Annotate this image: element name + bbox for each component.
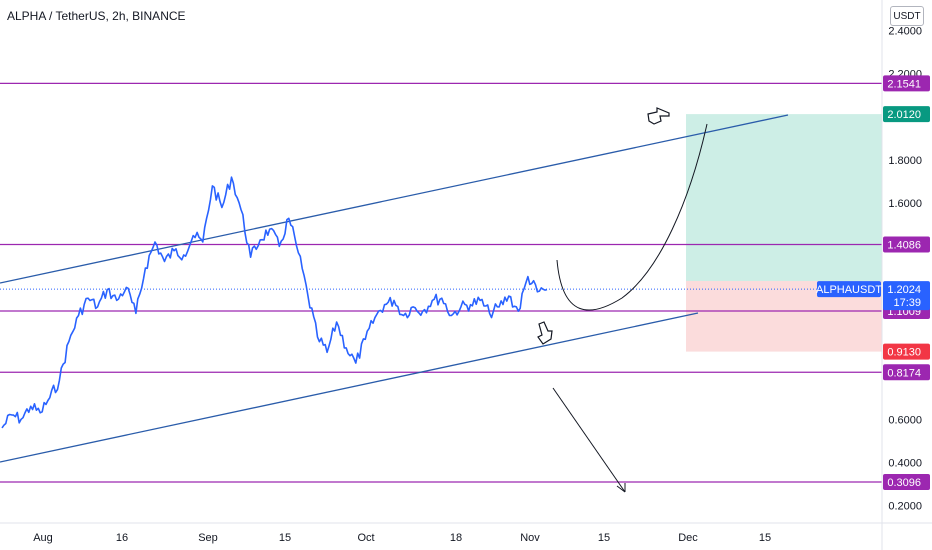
trend-channel — [0, 114, 789, 463]
y-tick-label: 2.4000 — [888, 25, 922, 37]
level-badge-1-label: 1.4086 — [887, 240, 921, 252]
bearish-projection-arrow — [552, 387, 626, 493]
bullish-projection-curve — [556, 123, 708, 311]
target-badge — [883, 106, 930, 123]
level-badge-3 — [883, 364, 930, 381]
y-tick-label: 0.4000 — [888, 457, 922, 469]
x-tick-label: Nov — [520, 532, 540, 544]
y-tick-label: 1.8000 — [888, 155, 922, 167]
chart-title: ALPHA / TetherUS, 2h, BINANCE — [7, 9, 186, 23]
stop-badge-label: 0.9130 — [887, 347, 921, 359]
y-tick-label: 0.6000 — [888, 414, 922, 426]
level-badge-0-label: 2.1541 — [887, 78, 921, 90]
currency-button[interactable]: USDT — [890, 6, 924, 26]
price-badges: 2.15411.40861.10090.81740.30962.01200.91… — [816, 75, 930, 491]
channel-lower-line — [0, 312, 699, 463]
x-tick-label: 18 — [450, 532, 462, 544]
level-badge-0 — [883, 75, 930, 92]
arrow-head — [616, 483, 626, 493]
current-price-badge — [883, 281, 930, 311]
symbol-label: ALPHAUSDT — [816, 284, 882, 296]
stop-badge — [883, 343, 930, 360]
horizontal-levels — [0, 82, 882, 483]
x-tick-label: Oct — [357, 532, 374, 544]
countdown-label: 17:39 — [893, 297, 921, 309]
symbol-badge — [817, 281, 881, 298]
x-tick-label: 15 — [759, 532, 771, 544]
x-tick-label: Aug — [33, 532, 53, 544]
level-badge-4-label: 0.3096 — [887, 477, 921, 489]
y-tick-label: 1.6000 — [888, 198, 922, 210]
x-axis: Aug 16 Sep 15 Oct 18 Nov 15 Dec 15 — [0, 522, 932, 544]
projection-arrows — [537, 107, 708, 493]
position-zones — [686, 114, 882, 352]
pointing-hand-icon — [537, 321, 553, 345]
target-badge-label: 2.0120 — [887, 109, 921, 121]
x-tick-label: 16 — [116, 532, 128, 544]
price-series — [1, 176, 548, 429]
level-badge-4 — [883, 474, 930, 491]
x-tick-label: Dec — [678, 532, 698, 544]
level-badge-3-label: 0.8174 — [887, 367, 921, 379]
current-price-label: 1.2024 — [887, 284, 921, 296]
channel-upper-line — [0, 114, 789, 284]
x-tick-label: Sep — [198, 532, 218, 544]
x-tick-label: 15 — [598, 532, 610, 544]
y-tick-label: 0.2000 — [888, 501, 922, 513]
pointing-hand-icon — [647, 107, 670, 125]
x-tick-label: 15 — [279, 532, 291, 544]
price-line — [1, 176, 548, 429]
target-zone — [686, 114, 882, 281]
level-badge-1 — [883, 236, 930, 253]
